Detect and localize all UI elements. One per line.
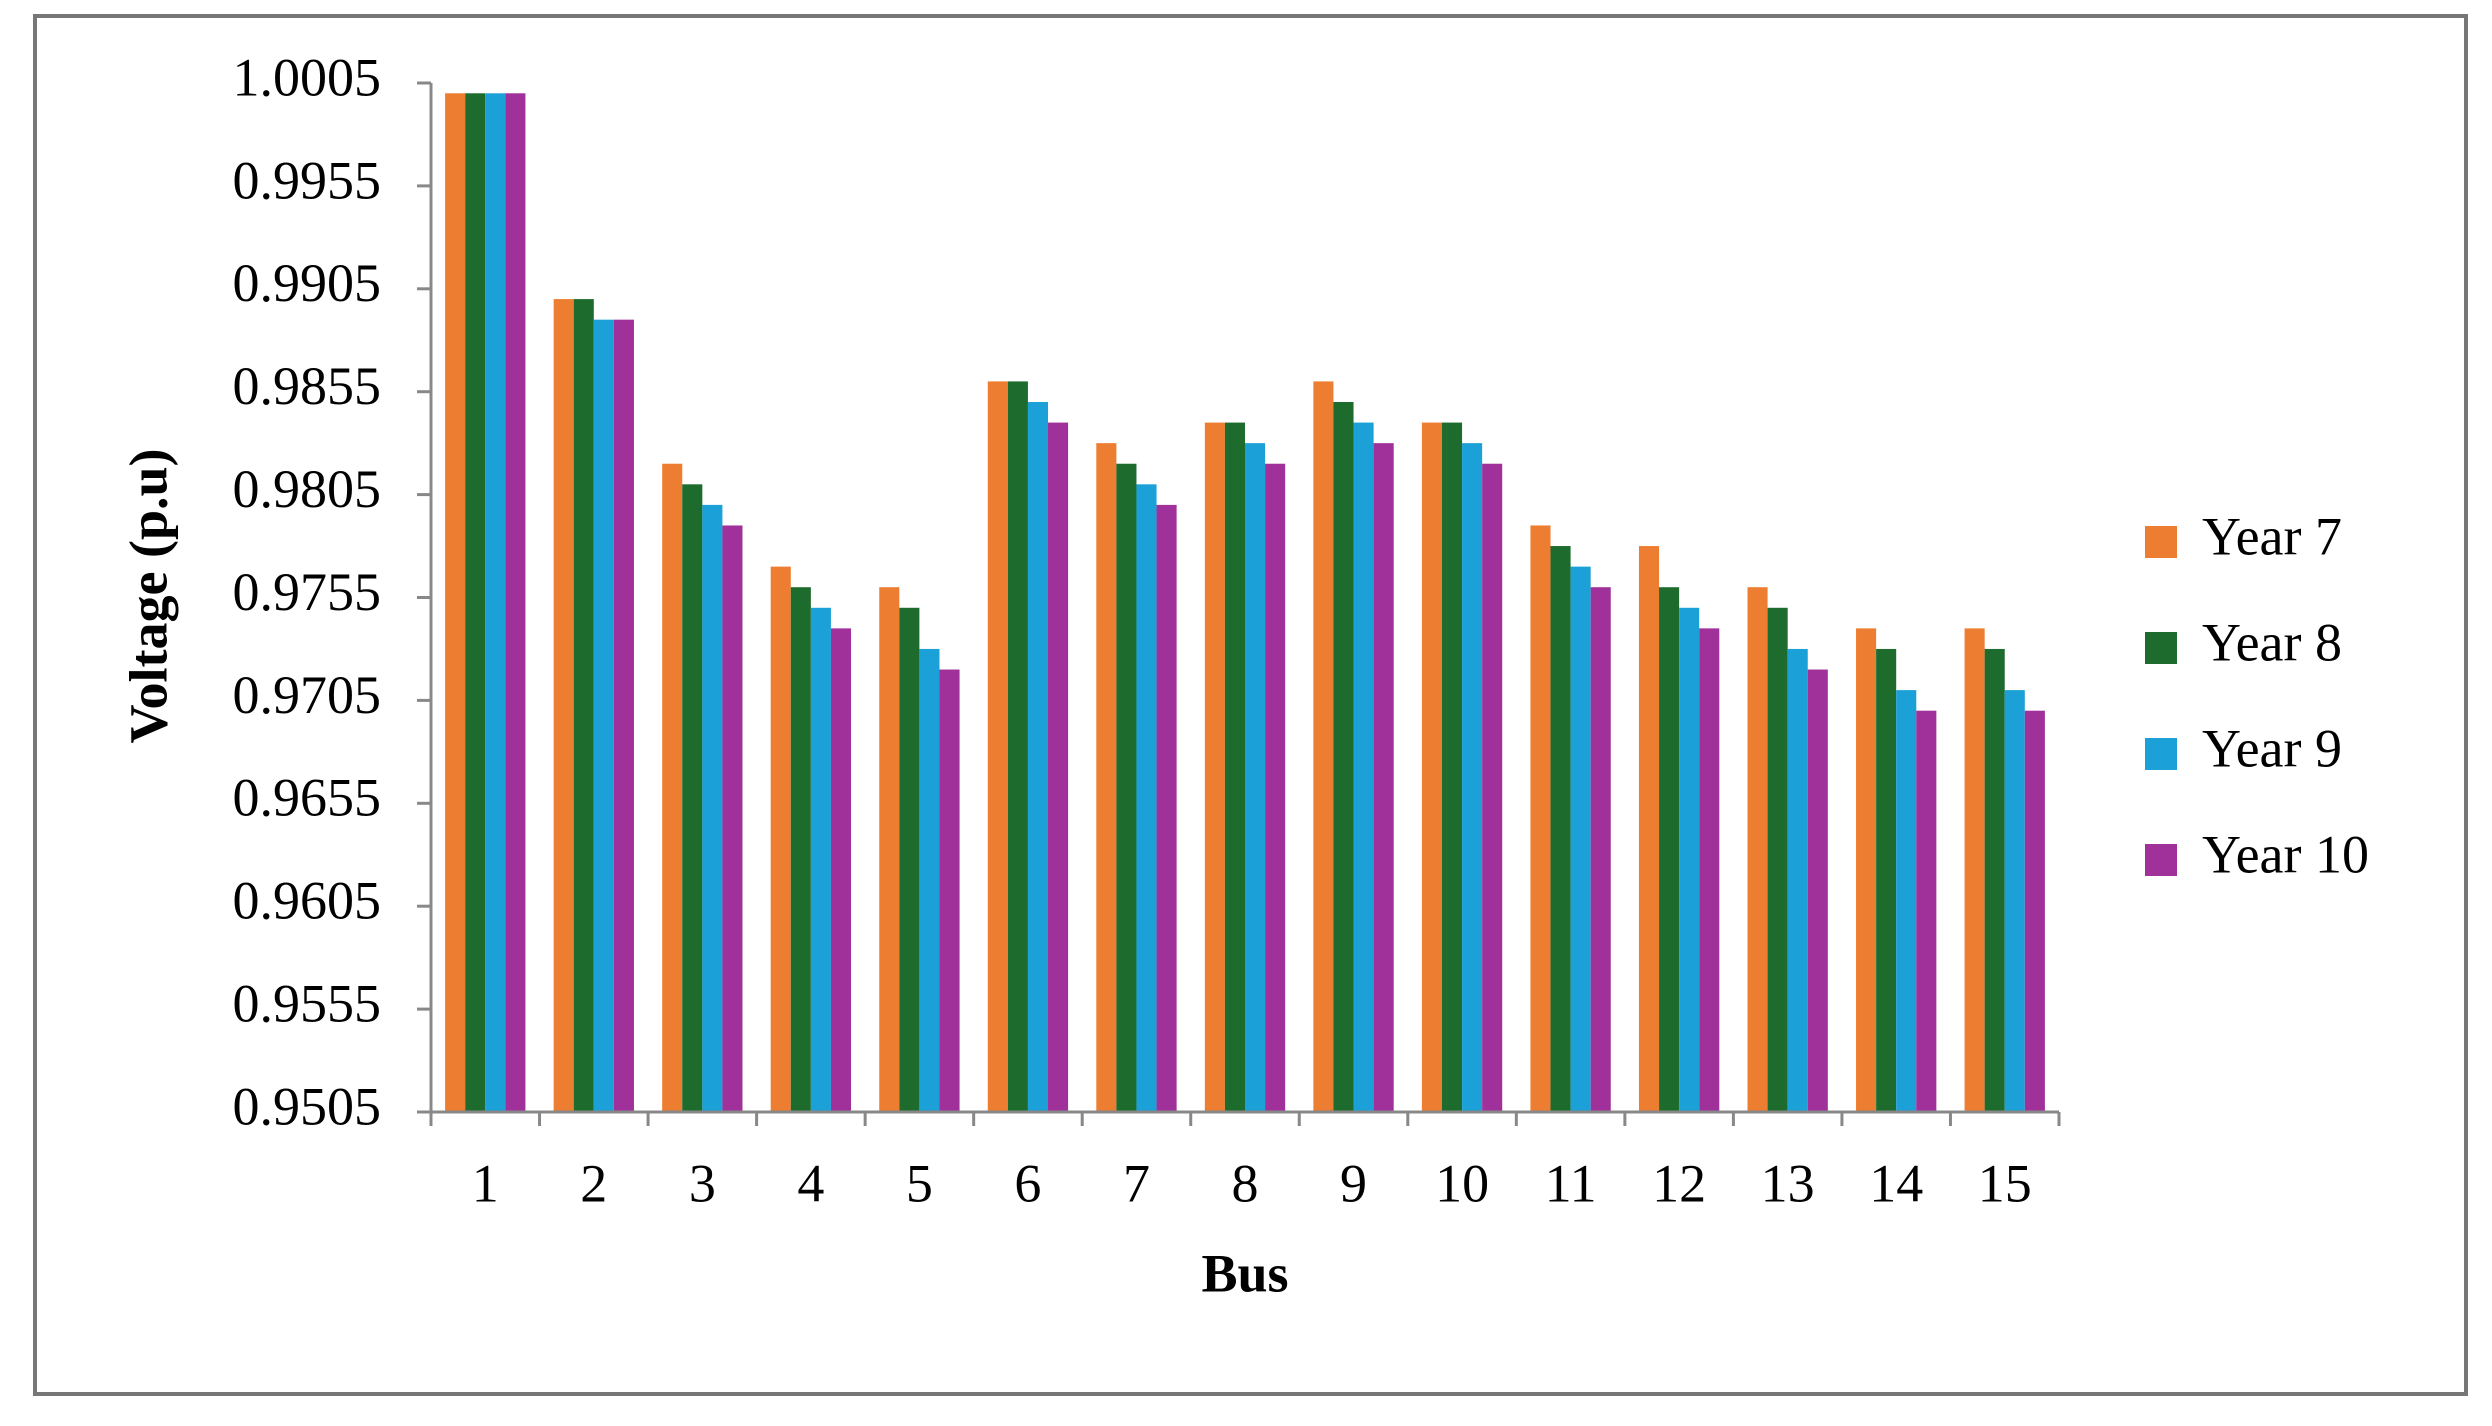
x-tick-label: 5 [906,1153,933,1213]
y-tick-label: 1.0005 [233,47,382,107]
legend-swatch [2145,844,2177,876]
x-tick-label: 14 [1869,1153,1923,1213]
x-tick-label: 11 [1545,1153,1597,1213]
bar [1984,648,2005,1112]
bar [810,607,831,1112]
bar [1570,566,1591,1112]
bar [2004,690,2025,1112]
x-tick-label: 13 [1761,1153,1815,1213]
bar [1482,463,1503,1113]
bar [1876,648,1897,1112]
y-tick-label: 0.9855 [233,356,382,416]
x-tick-label: 15 [1978,1153,2032,1213]
bar [485,93,506,1113]
x-tick-label: 6 [1014,1153,1041,1213]
bar [1787,648,1808,1112]
x-tick-label: 4 [797,1153,824,1213]
bar [1204,422,1225,1112]
y-tick-label: 0.9955 [233,150,382,210]
bar [879,587,900,1112]
bar [1245,443,1266,1112]
bar [682,484,703,1112]
x-axis-label: Bus [1201,1243,1288,1303]
bar [553,299,574,1113]
bar [1421,422,1442,1112]
x-tick-label: 7 [1123,1153,1150,1213]
legend-label: Year 10 [2202,824,2369,884]
x-tick-label: 3 [689,1153,716,1213]
bar [1679,607,1700,1112]
legend-swatch [2145,632,2177,664]
bar [830,628,852,1112]
bar [1333,401,1354,1112]
bar [1027,401,1049,1112]
bar [1156,504,1177,1112]
bar [1550,546,1571,1112]
bar [1224,422,1245,1112]
legend-swatch [2145,526,2177,558]
bar [613,319,634,1112]
bar [1116,463,1137,1113]
bar [465,93,486,1113]
bar [722,525,743,1112]
bar [1807,669,1828,1112]
x-tick-label: 9 [1340,1153,1367,1213]
bar [1353,422,1374,1112]
bar [1964,628,1985,1112]
bar [919,648,940,1112]
bar [445,93,466,1113]
legend-swatch [2145,738,2177,770]
bar [505,93,526,1113]
y-axis-label: Voltage (p.u) [118,448,178,743]
bar [1856,628,1877,1112]
bar [987,381,1008,1112]
y-tick-label: 0.9505 [233,1076,382,1136]
bar [1136,484,1157,1112]
x-tick-label: 2 [580,1153,607,1213]
bar [573,299,594,1113]
x-tick-label: 10 [1435,1153,1489,1213]
bar [593,319,614,1112]
bar [1096,443,1117,1112]
bar [1313,381,1334,1112]
bar [702,504,723,1112]
bar [1590,587,1611,1112]
y-tick-label: 0.9655 [233,768,382,828]
bar [1373,443,1394,1112]
y-tick-label: 0.9555 [233,973,382,1033]
bar [1638,546,1660,1112]
bar [1916,710,1937,1112]
bar [1265,463,1286,1113]
y-tick-label: 0.9605 [233,871,382,931]
bar [1007,381,1028,1112]
x-tick-label: 12 [1652,1153,1706,1213]
bar [770,566,791,1112]
x-tick-label: 8 [1232,1153,1259,1213]
bar [1441,422,1463,1112]
x-tick-label: 1 [472,1153,499,1213]
bar [1530,525,1551,1112]
bar [1896,690,1917,1112]
bar [1699,628,1720,1112]
bar [1767,607,1788,1112]
y-tick-label: 0.9805 [233,459,382,519]
y-tick-label: 0.9905 [233,253,382,313]
legend-label: Year 9 [2202,718,2342,778]
legend-label: Year 8 [2202,612,2342,672]
y-tick-label: 0.9755 [233,562,382,622]
bar [1747,587,1768,1112]
y-tick-label: 0.9705 [233,665,382,725]
bar [1659,587,1680,1112]
legend-label: Year 7 [2202,506,2342,566]
bar [1048,422,1069,1112]
bar [1462,443,1483,1112]
bar [790,587,811,1112]
bar [899,607,920,1112]
bar [662,463,683,1113]
bar [939,669,960,1112]
bar [2024,710,2045,1112]
